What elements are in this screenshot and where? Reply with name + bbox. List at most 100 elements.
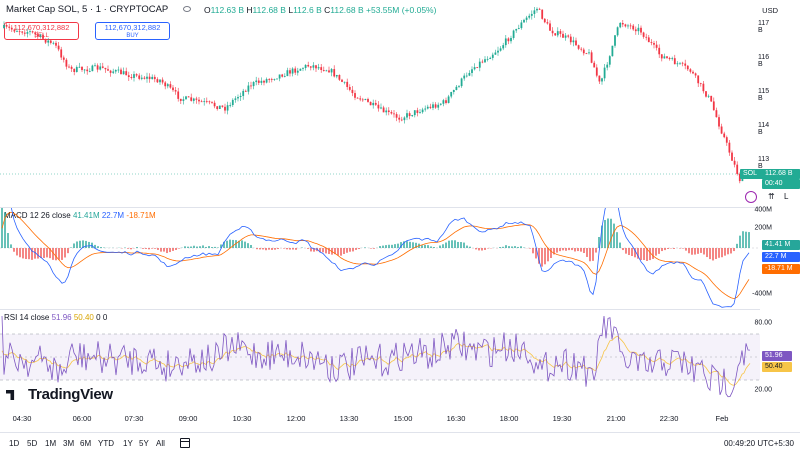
price-chart[interactable] xyxy=(0,0,760,200)
candle-body xyxy=(738,173,741,182)
candle-body xyxy=(686,65,689,70)
candle-body xyxy=(697,75,700,84)
candle-body xyxy=(658,47,661,55)
sell-label: SELL xyxy=(34,33,49,39)
macd-tick: 200M xyxy=(754,224,772,232)
macd-histogram-bar xyxy=(127,248,129,249)
macd-histogram-bar xyxy=(565,248,567,251)
range-button-ytd[interactable]: YTD xyxy=(98,439,114,448)
macd-histogram-bar xyxy=(196,246,198,248)
candle-body xyxy=(398,117,401,120)
macd-axis[interactable]: 400M 200M -400M xyxy=(752,207,800,308)
candle-body xyxy=(374,102,377,105)
macd-histogram-bar xyxy=(328,248,330,254)
macd-histogram-bar xyxy=(73,243,75,248)
candle-body xyxy=(94,65,96,67)
candle-body xyxy=(60,49,63,58)
candle-body xyxy=(200,101,203,103)
macd-chart[interactable] xyxy=(0,208,760,308)
candle-body xyxy=(252,82,255,87)
macd-histogram-bar xyxy=(157,248,159,250)
macd-histogram-bar xyxy=(550,248,552,258)
candle-body xyxy=(627,25,629,27)
low-value: 112.6 B xyxy=(293,5,322,15)
macd-histogram-bar xyxy=(268,248,270,250)
alert-icon[interactable] xyxy=(745,191,757,203)
macd-title[interactable]: MACD 12 26 close xyxy=(4,211,71,220)
macd-histogram-bar xyxy=(412,242,414,248)
candle-body xyxy=(96,65,99,70)
rsi-chart[interactable] xyxy=(0,310,760,410)
macd-histogram-bar xyxy=(601,225,603,248)
sell-button[interactable]: 112,670,312,882 SELL xyxy=(4,22,79,40)
pane-divider[interactable] xyxy=(0,309,760,310)
macd-histogram-bar xyxy=(178,248,180,249)
range-button-1d[interactable]: 1D xyxy=(9,439,20,448)
macd-histogram-bar xyxy=(79,240,81,248)
macd-histogram-bar xyxy=(748,232,750,248)
arrange-icon[interactable]: ⇈ xyxy=(768,192,775,201)
range-button-6m[interactable]: 6M xyxy=(80,439,92,448)
price-tick: 114 B xyxy=(758,122,770,136)
candle-body xyxy=(187,96,190,98)
macd-histogram-bar xyxy=(319,248,321,253)
calendar-icon[interactable] xyxy=(180,438,190,448)
price-axis[interactable]: USD 117 B 116 B 115 B 114 B 113 B xyxy=(758,0,800,200)
range-button-1m[interactable]: 1M xyxy=(45,439,57,448)
macd-histogram-bar xyxy=(211,247,213,248)
eye-icon[interactable] xyxy=(183,6,191,12)
time-axis[interactable]: 04:30 06:00 07:30 09:00 10:30 12:00 13:30 15:00… xyxy=(0,412,760,426)
macd-histogram-bar xyxy=(529,248,531,249)
candle-body xyxy=(127,75,130,78)
buy-button[interactable]: 112,670,312,882 BUY xyxy=(95,22,170,40)
candle-body xyxy=(205,101,208,103)
candle-body xyxy=(221,105,224,107)
candle-body xyxy=(445,100,447,103)
macd-histogram-bar xyxy=(295,248,297,250)
macd-histogram-bar xyxy=(511,246,513,248)
chart-header: Market Cap SOL, 5 · 1 · CRYPTOCAP O112.6… xyxy=(0,0,760,18)
clock[interactable]: 00:49:20 UTC+5:30 xyxy=(723,439,794,448)
macd-histogram-bar xyxy=(703,248,705,255)
candle-body xyxy=(484,59,486,63)
candle-body xyxy=(70,66,73,69)
candle-body xyxy=(523,19,525,23)
pane-divider[interactable] xyxy=(0,207,760,208)
rsi-title[interactable]: RSI 14 close xyxy=(4,313,50,322)
log-scale-toggle[interactable]: L xyxy=(784,192,789,201)
macd-histogram-bar xyxy=(664,248,666,251)
macd-histogram-bar xyxy=(154,248,156,249)
range-button-1y[interactable]: 1Y xyxy=(123,439,133,448)
candle-body xyxy=(380,107,382,109)
bottom-toolbar: 1D 5D 1M 3M 6M YTD 1Y 5Y All 00:49:20 UTC+5:30 xyxy=(0,432,800,455)
symbol-title[interactable]: Market Cap SOL, 5 · 1 · CRYPTOCAP xyxy=(6,4,169,15)
range-button-5d[interactable]: 5D xyxy=(27,439,38,448)
macd-histogram-bar xyxy=(589,248,591,262)
candle-body xyxy=(549,23,551,31)
macd-histogram-bar xyxy=(100,247,102,248)
candle-body xyxy=(68,66,70,68)
macd-histogram-bar xyxy=(544,248,546,265)
candle-body xyxy=(104,67,107,70)
candle-body xyxy=(452,89,455,92)
macd-histogram-bar xyxy=(271,248,273,250)
candle-body xyxy=(585,53,588,55)
range-button-all[interactable]: All xyxy=(156,439,165,448)
candle-body xyxy=(634,29,637,32)
macd-histogram-bar xyxy=(742,231,744,248)
macd-histogram-bar xyxy=(433,246,435,248)
candle-body xyxy=(476,67,479,68)
candle-body xyxy=(731,152,733,161)
candle-body xyxy=(226,105,229,111)
candle-body xyxy=(699,83,702,85)
rsi-axis[interactable]: 80.00 20.00 xyxy=(754,310,800,410)
candle-body xyxy=(614,35,616,46)
countdown-tag: 00:40 xyxy=(762,179,800,189)
candle-body xyxy=(624,24,627,27)
macd-histogram-bar xyxy=(370,248,372,249)
macd-histogram-bar xyxy=(502,246,504,248)
candle-body xyxy=(109,70,112,73)
range-button-3m[interactable]: 3M xyxy=(63,439,75,448)
range-button-5y[interactable]: 5Y xyxy=(139,439,149,448)
candle-body xyxy=(101,66,104,68)
